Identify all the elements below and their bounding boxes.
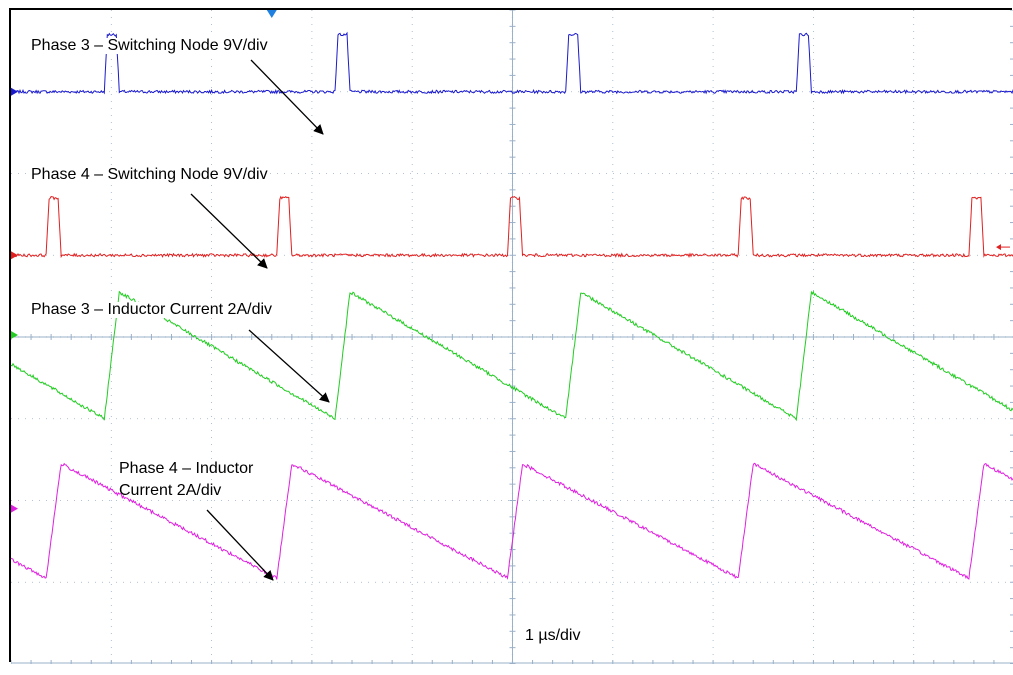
label-phase4-inductor-current-line1: Phase 4 – Inductor [119,460,254,477]
oscilloscope-screen: Phase 3 – Switching Node 9V/div Phase 4 … [9,8,1013,664]
trace-phase3-inductor-current-ground-marker [11,330,18,339]
trace-phase4-switching-node [11,195,1013,259]
waveforms [11,31,1013,580]
trace-phase3-inductor-current [11,290,1013,422]
label-phase4-inductor-current: Phase 4 – Inductor Current 2A/div [117,458,321,502]
label-phase3-inductor-current: Phase 3 – Inductor Current 2A/div [29,301,275,318]
trace-phase3-switching-node [11,31,1013,95]
label-phase3-switching-node: Phase 3 – Switching Node 9V/div [29,37,270,54]
arrow-phase4-inductor-current [206,509,274,581]
arrow-phase4-switching-node [190,193,268,269]
trace-phase4-inductor-current-ground-marker [11,504,18,513]
timebase-label: 1 µs/div [523,627,583,644]
label-phase4-inductor-current-line2: Current 2A/div [119,482,222,499]
phase4-reference-arrowhead [996,244,1001,251]
trace-phase4-inductor-current [11,462,1013,580]
label-phase4-switching-node: Phase 4 – Switching Node 9V/div [29,166,270,183]
trigger-position-marker [266,10,277,18]
scope-grid [11,10,1013,664]
annotation-arrows [190,59,330,581]
arrow-phase3-switching-node [250,59,324,135]
trace-phase4-switching-node-ground-marker [11,251,18,260]
trace-phase3-switching-node-ground-marker [11,87,18,96]
arrow-phase3-inductor-current [248,329,330,403]
